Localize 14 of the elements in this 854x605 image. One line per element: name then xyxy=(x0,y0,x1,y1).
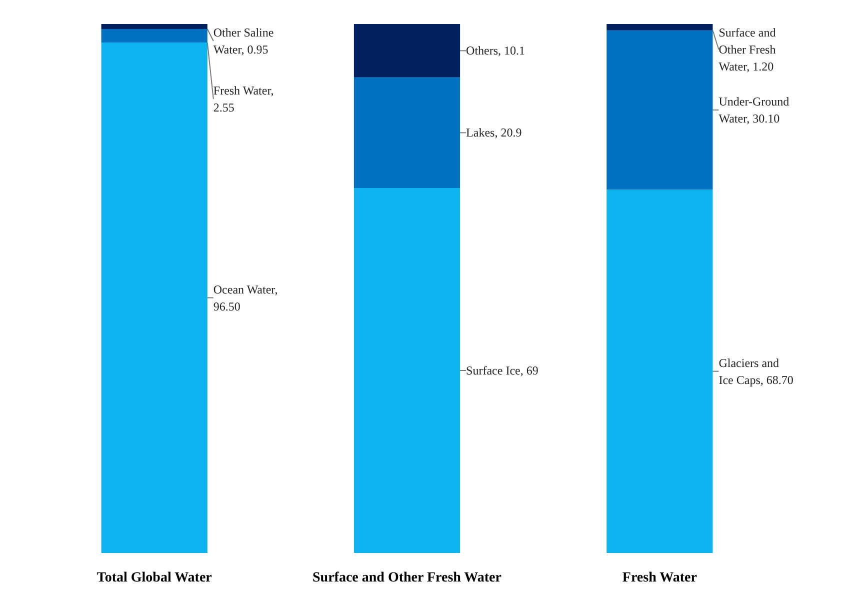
series-label: Ocean Water, xyxy=(213,282,281,296)
text: Other Saline Water, 0.95 xyxy=(213,26,274,56)
text: Others, 10.1 xyxy=(466,44,526,58)
text: Surface and Other Fresh Water, 1.20 xyxy=(718,26,776,74)
x-tick-label: Fresh Water xyxy=(622,570,697,586)
text: Surface Ice, 69 xyxy=(466,363,538,378)
data-label: 2.55 xyxy=(213,100,234,114)
x-tick-label: Surface and Other Fresh Water xyxy=(312,570,502,586)
data-label: 96.50 xyxy=(213,299,240,314)
text: Fresh Water, xyxy=(213,84,277,98)
x-tick-label: Total Global Water xyxy=(96,570,212,586)
text: Glaciers and Ice Caps, 68.70 xyxy=(718,356,794,387)
text: Under-Ground Water, 30.10 xyxy=(718,94,790,126)
text: Lakes, 20.9 xyxy=(466,126,522,140)
